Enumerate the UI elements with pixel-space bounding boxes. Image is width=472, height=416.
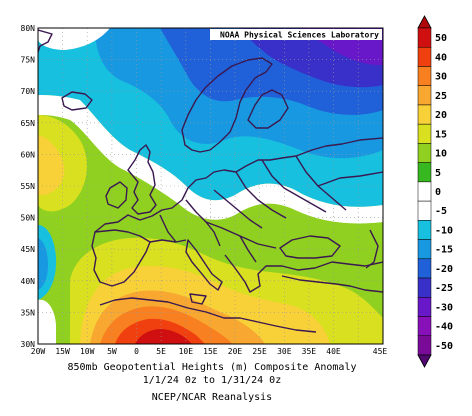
colorbar-label: -15 xyxy=(435,245,453,256)
lon-label: 30E xyxy=(277,347,292,356)
lon-label: 5W xyxy=(107,347,117,356)
lon-label: 20E xyxy=(228,347,243,356)
colorbar-swatch xyxy=(417,27,432,48)
colorbar-label: 15 xyxy=(435,129,447,140)
colorbar-label: 20 xyxy=(435,110,447,121)
colorbar-label: 0 xyxy=(435,187,441,198)
colorbar-swatch xyxy=(417,200,432,221)
colorbar-swatch xyxy=(417,66,432,86)
colorbar-swatch xyxy=(417,258,432,279)
colorbar-label: -50 xyxy=(435,341,453,352)
lon-label: 10W xyxy=(80,347,95,356)
lat-label: 35N xyxy=(21,308,36,317)
lat-label: 55N xyxy=(21,182,36,191)
colorbar-label: 10 xyxy=(435,149,447,160)
colorbar-swatch xyxy=(417,220,432,240)
lat-label: 50N xyxy=(21,214,36,223)
lon-label: 35E xyxy=(302,347,317,356)
lon-label: 40E xyxy=(326,347,341,356)
lon-label: 0 xyxy=(134,347,139,356)
lat-label: 65N xyxy=(21,119,36,128)
lon-label: 20W xyxy=(31,347,46,356)
colorbar-bottom-cap xyxy=(417,354,432,368)
coastlines xyxy=(38,29,383,333)
graticule xyxy=(38,28,383,344)
colorbar-label: 40 xyxy=(435,52,447,63)
colorbar-label: 30 xyxy=(435,72,447,83)
lon-label: 5E xyxy=(156,347,166,356)
colorbar-label: -30 xyxy=(435,302,453,313)
colorbar-label: -5 xyxy=(435,206,447,217)
credit-text: NOAA Physical Sciences Laboratory xyxy=(220,30,379,40)
lon-label: 25E xyxy=(252,347,267,356)
colorbar-swatch xyxy=(417,143,432,163)
caption-line-3: NCEP/NCAR Reanalysis xyxy=(152,392,272,403)
colorbar-swatch xyxy=(417,297,432,317)
colorbar-label: -40 xyxy=(435,322,453,333)
lat-label: 75N xyxy=(21,56,36,65)
colorbar-swatch xyxy=(417,85,432,106)
colorbar-top-cap xyxy=(417,15,432,29)
lon-label: 15E xyxy=(203,347,218,356)
lat-label: 70N xyxy=(21,87,36,96)
colorbar-swatch xyxy=(417,335,432,356)
lat-label: 45N xyxy=(21,245,36,254)
colorbar-label: -25 xyxy=(435,283,453,294)
colorbar-label: -20 xyxy=(435,264,453,275)
colorbar-swatch xyxy=(417,123,432,144)
lat-label: 60N xyxy=(21,150,36,159)
lon-label: 15W xyxy=(55,347,70,356)
colorbar-swatch xyxy=(417,181,432,202)
lon-label: 10E xyxy=(179,347,194,356)
caption-line-1: 850mb Geopotential Heights (m) Composite… xyxy=(68,362,357,373)
colorbar-swatch xyxy=(417,316,432,337)
credit-box: NOAA Physical Sciences Laboratory xyxy=(210,29,382,40)
colorbar-label: 50 xyxy=(435,33,447,44)
latitude-labels: 80N 75N 70N 65N 60N 55N 50N 45N 40N 35N … xyxy=(21,24,36,349)
colorbar-label: -10 xyxy=(435,225,453,236)
colorbar-swatch xyxy=(417,162,432,183)
map-frame xyxy=(37,27,384,345)
caption-line-2: 1/1/24 0z to 1/31/24 0z xyxy=(143,375,281,386)
caption: 850mb Geopotential Heights (m) Composite… xyxy=(68,362,357,403)
colorbar-swatch xyxy=(417,239,432,260)
colorbar-swatch xyxy=(417,46,432,67)
colorbar-swatch xyxy=(417,104,432,125)
lat-label: 30N xyxy=(21,340,36,349)
colorbar-label: 5 xyxy=(435,168,441,179)
colorbar-swatch xyxy=(417,277,432,298)
lat-label: 80N xyxy=(21,24,36,33)
colorbar-label: 25 xyxy=(435,91,447,102)
longitude-labels: 20W 15W 10W 5W 0 5E 10E 15E 20E 25E 30E … xyxy=(31,347,388,356)
lon-label: 45E xyxy=(373,347,388,356)
lat-label: 40N xyxy=(21,277,36,286)
